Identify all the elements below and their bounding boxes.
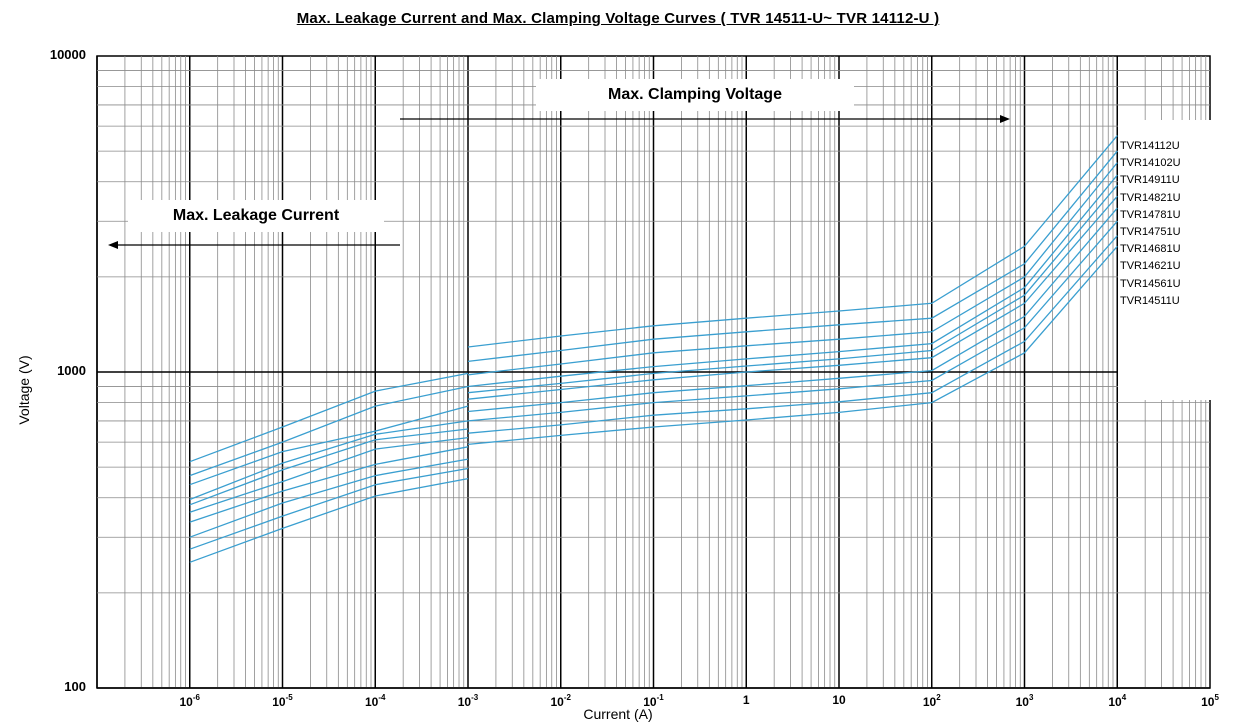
legend-item-tvr14511u: TVR14511U (1120, 294, 1180, 307)
leakage-curve-7 (189, 446, 469, 523)
x-tick-label: 105 (1201, 693, 1219, 709)
clamping-curve-tvr14621u (467, 220, 1118, 422)
x-axis-label: Current (A) (583, 706, 653, 722)
x-tick-label: 104 (1108, 693, 1127, 709)
legend-item-tvr14781u: TVR14781U (1120, 208, 1181, 221)
curves (189, 135, 1118, 563)
y-tick-label: 100 (64, 679, 86, 694)
x-tick-label: 10-1 (643, 693, 664, 709)
legend-item-tvr14911u: TVR14911U (1120, 174, 1180, 187)
leakage-curve-5 (189, 428, 469, 506)
leakage-curve-4 (189, 420, 469, 501)
arrows (108, 115, 1010, 249)
x-tick-label: 10-6 (179, 693, 200, 709)
legend: TVR14112U TVR14102U TVR14911U TVR14821U TVR1… (1118, 120, 1218, 400)
clamping-curve-tvr14102u (467, 150, 1118, 363)
x-tick-label: 10-4 (365, 693, 386, 709)
clamping-curve-tvr14781u (467, 184, 1118, 394)
leakage-curve-2 (189, 385, 469, 477)
legend-item-tvr14102u: TVR14102U (1120, 157, 1181, 170)
legend-item-tvr14112u: TVR14112U (1120, 140, 1180, 152)
y-tick-label: 1000 (57, 363, 86, 378)
chart-title: Max. Leakage Current and Max. Clamping V… (296, 10, 940, 27)
leakage-curve-1 (189, 372, 469, 463)
leakage-curve-9 (189, 467, 469, 550)
legend-item-tvr14621u: TVR14621U (1120, 260, 1181, 273)
x-tick-label: 10 (832, 693, 846, 707)
legend-item-tvr14561u: TVR14561U (1120, 277, 1181, 290)
leakage-curve-6 (189, 436, 469, 513)
clamping-curve-tvr14112u (467, 135, 1118, 348)
leakage-curve-8 (189, 458, 469, 538)
x-tick-label: 103 (1015, 693, 1034, 709)
y-tick-label: 10000 (49, 47, 86, 62)
x-tick-label: 10-5 (272, 693, 293, 709)
clamping-curve-tvr14681u (467, 207, 1118, 413)
y-axis-label: Voltage (V) (15, 355, 32, 425)
x-tick-label: 10-2 (550, 693, 571, 709)
legend-item-tvr14751u: TVR14751U (1120, 226, 1181, 238)
clamping-curve-tvr14561u (467, 235, 1118, 434)
leakage-curve-10 (189, 477, 469, 563)
clamping-curve-tvr14751u (467, 195, 1118, 400)
clamping-curve-tvr14911u (467, 162, 1118, 376)
clamping-curve-tvr14821u (467, 174, 1118, 388)
x-tick-label: 102 (922, 693, 941, 709)
grid (96, 55, 1211, 689)
legend-item-tvr14681u: TVR14681U (1120, 243, 1181, 256)
leakage-curve-3 (189, 405, 469, 486)
clamping-voltage-annotation: Max. Clamping Voltage (536, 79, 854, 111)
clamping-curve-tvr14511u (467, 245, 1118, 446)
leakage-arrowhead (108, 241, 118, 249)
clamping-arrowhead (1000, 115, 1010, 123)
legend-item-tvr14821u: TVR14821U (1120, 191, 1181, 204)
leakage-current-annotation: Max. Leakage Current (128, 200, 384, 232)
x-tick-label: 10-3 (457, 693, 479, 709)
x-tick-label: 1 (742, 693, 750, 707)
